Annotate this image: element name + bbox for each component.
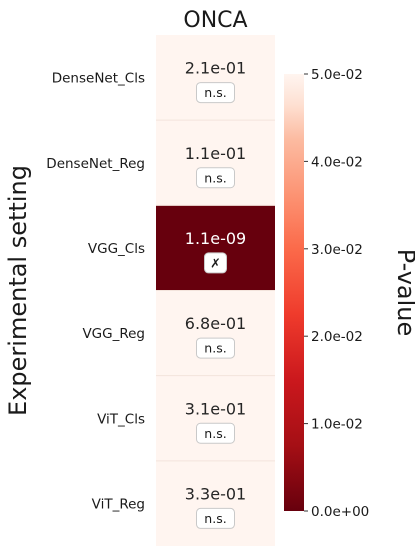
row-tick-label: DenseNet_Reg: [46, 156, 145, 172]
colorbar-ticks: 0.0e+00 1.0e-02 2.0e-02 3.0e-02 4.0e-02 5.0e-…: [304, 67, 369, 520]
row-tick-labels: DenseNet_Cls DenseNet_Reg VGG_Cls VGG_Reg Vi…: [46, 71, 145, 513]
significance-badge-label: n.s.: [204, 170, 226, 185]
heatmap-cells: 2.1e-01 n.s. 1.1e-01 n.s. 1.1e-09 ✗ 6.8e-01 n.s…: [156, 35, 275, 546]
colorbar-tick-label: 2.0e-02: [311, 329, 363, 345]
row-tick-label: ViT_Cls: [97, 411, 145, 427]
heatmap-cell: [156, 35, 275, 121]
significance-badge: [196, 337, 235, 359]
colorbar-tick-label: 1.0e-02: [311, 417, 363, 433]
cell-value-label: 3.1e-01: [185, 399, 246, 418]
significance-badge-label: n.s.: [204, 341, 226, 356]
row-tick-label: VGG_Reg: [82, 326, 145, 342]
colorbar-tick-label: 0.0e+00: [311, 504, 369, 520]
cell-value-label: 1.1e-09: [185, 229, 246, 248]
significance-badge: [196, 507, 235, 529]
heatmap-cell: [156, 290, 275, 376]
heatmap-cell: [156, 205, 275, 291]
significance-badge-label: n.s.: [204, 426, 226, 441]
significance-badge-label: n.s.: [204, 85, 226, 100]
heatmap-cell: [156, 375, 275, 461]
significance-badge: [196, 422, 235, 444]
cell-value-label: 2.1e-01: [185, 59, 246, 78]
row-tick-label: VGG_Cls: [88, 241, 145, 257]
colorbar-label: P-value: [392, 249, 415, 337]
colorbar-tick-label: 4.0e-02: [311, 154, 363, 170]
chart-title: ONCA: [183, 8, 247, 33]
heatmap-cell: [156, 460, 275, 546]
significance-badge: [204, 252, 227, 274]
colorbar: [284, 74, 304, 511]
heatmap-cell: [156, 120, 275, 206]
significance-badge-label: ✗: [210, 255, 220, 270]
cell-value-label: 3.3e-01: [185, 484, 246, 503]
significance-badge: [196, 82, 235, 104]
row-tick-label: ViT_Reg: [92, 496, 145, 512]
cell-value-label: 6.8e-01: [185, 314, 246, 333]
significance-badge: [196, 167, 235, 189]
row-tick-label: DenseNet_Cls: [52, 71, 145, 87]
significance-badge-label: n.s.: [204, 511, 226, 526]
cell-value-label: 1.1e-01: [185, 144, 246, 163]
colorbar-tick-label: 5.0e-02: [311, 67, 363, 83]
colorbar-tick-label: 3.0e-02: [311, 242, 363, 258]
y-axis-label: Experimental setting: [4, 165, 32, 416]
